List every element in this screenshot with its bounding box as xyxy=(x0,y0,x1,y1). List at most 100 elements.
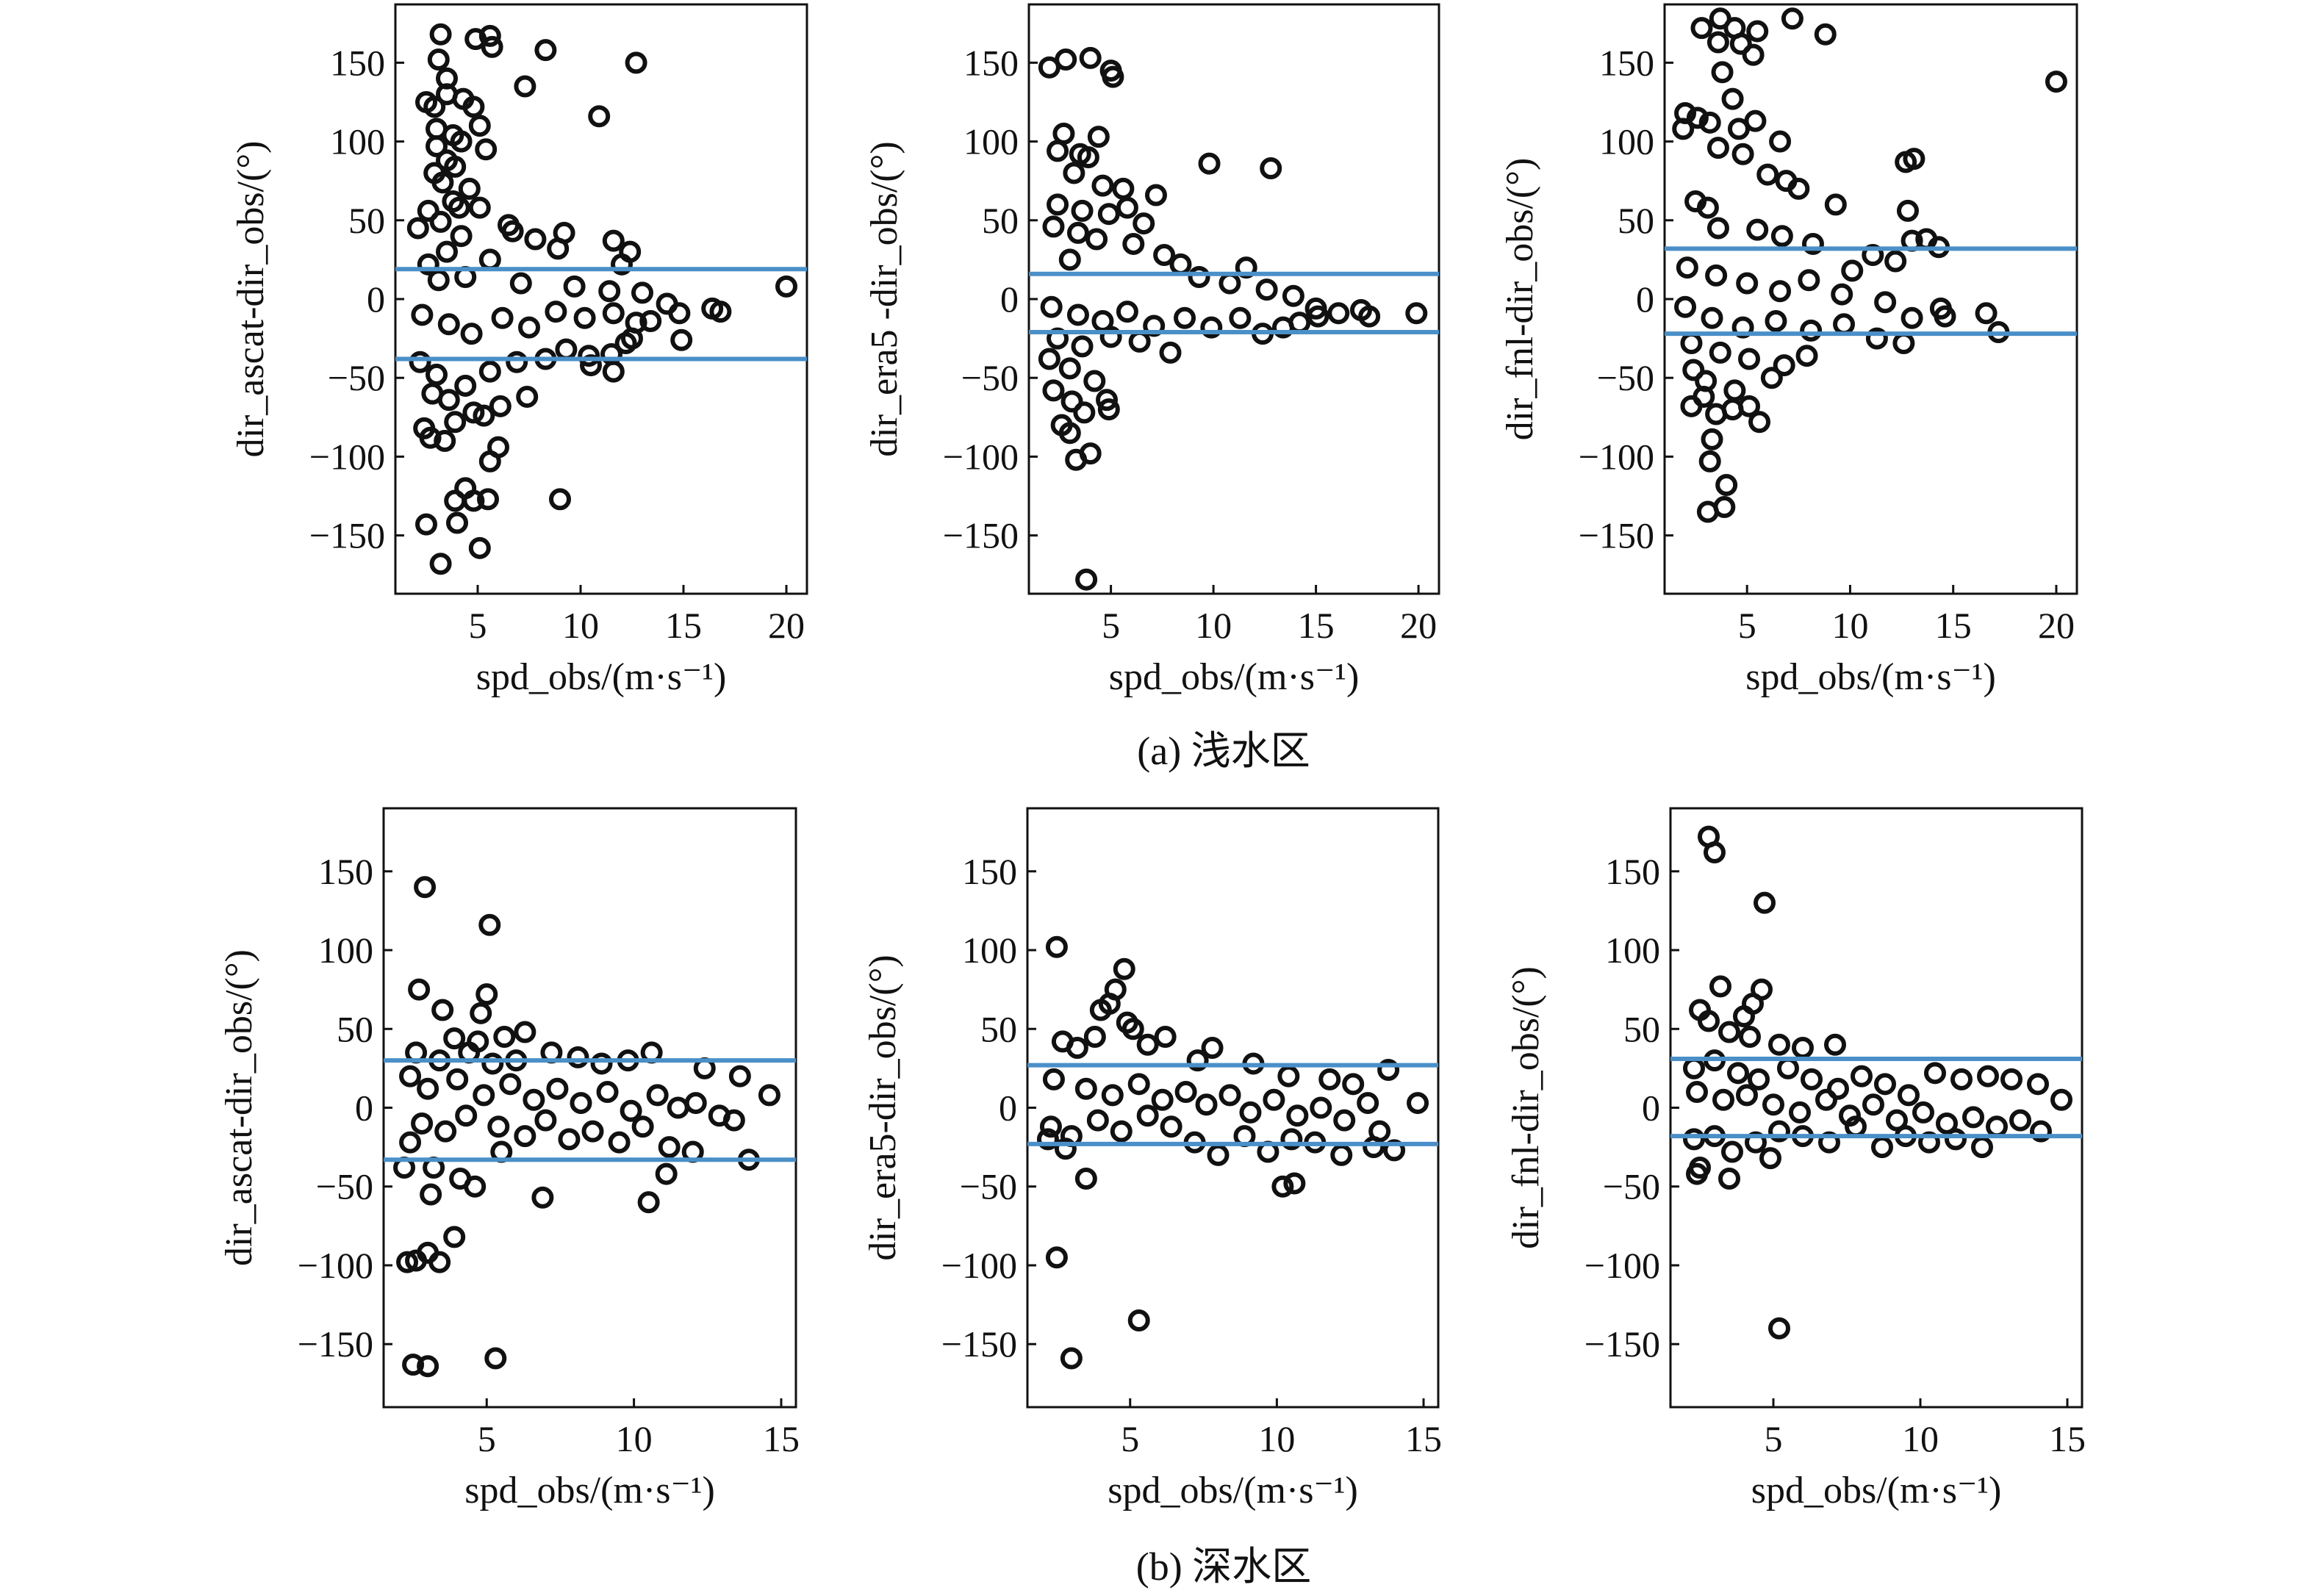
data-point xyxy=(1874,1073,1896,1096)
data-point xyxy=(1721,87,1744,110)
x-tick-label: 20 xyxy=(2038,605,2075,646)
data-point xyxy=(1101,1084,1124,1107)
data-point xyxy=(1042,379,1065,402)
data-point xyxy=(558,1128,581,1151)
data-point xyxy=(1136,1104,1159,1127)
data-point xyxy=(1698,111,1721,134)
data-point xyxy=(1769,280,1792,303)
data-point xyxy=(1701,428,1723,450)
data-point xyxy=(1060,1347,1083,1370)
data-point xyxy=(1282,284,1304,307)
data-point xyxy=(446,1068,469,1090)
data-point xyxy=(444,411,467,434)
data-point xyxy=(581,1120,604,1143)
data-point xyxy=(1862,1093,1884,1116)
data-point xyxy=(470,1002,492,1024)
data-point xyxy=(444,155,467,178)
data-point xyxy=(1903,148,1925,170)
data-point xyxy=(1770,225,1793,248)
data-point xyxy=(1912,1101,1934,1124)
y-axis-label: dir_era5 -dir_obs/(°) xyxy=(864,141,905,456)
data-point xyxy=(1682,359,1705,381)
data-point xyxy=(1083,370,1106,392)
y-tick-label: 150 xyxy=(330,42,385,83)
data-point xyxy=(414,876,437,899)
data-point xyxy=(1260,157,1282,180)
data-point xyxy=(1330,1143,1353,1166)
data-point xyxy=(573,306,596,329)
y-tick-label: 0 xyxy=(999,1088,1017,1129)
x-tick-label: 15 xyxy=(763,1418,800,1459)
data-point xyxy=(1762,1093,1784,1116)
data-point xyxy=(1815,1088,1837,1111)
data-point xyxy=(514,1021,536,1043)
y-tick-label: −50 xyxy=(961,357,1019,398)
data-point xyxy=(1277,1065,1300,1088)
data-point xyxy=(1097,203,1120,226)
data-point xyxy=(1936,1112,1958,1135)
x-tick-label: 20 xyxy=(1400,605,1437,646)
x-axis-label: spd_obs/(m·s⁻¹) xyxy=(464,1470,715,1511)
data-point xyxy=(1407,1092,1429,1115)
data-point xyxy=(1074,1168,1097,1190)
data-point xyxy=(1307,305,1329,328)
data-point xyxy=(1083,1025,1106,1048)
y-tick-label: 150 xyxy=(962,851,1017,892)
data-point xyxy=(546,1077,569,1100)
data-point xyxy=(1686,107,1709,129)
data-point xyxy=(1174,306,1196,329)
data-point xyxy=(1801,1068,1823,1090)
data-point xyxy=(473,404,495,427)
panel-fnl-deep: 150 100 50 0 −50 −100 −150 5 10 15 spd_obs/(m·s⁻¹)… xyxy=(1505,807,2086,1511)
data-point xyxy=(1733,1005,1755,1028)
data-point xyxy=(1154,1025,1177,1048)
data-point xyxy=(1971,1136,1993,1159)
data-point xyxy=(1280,1128,1303,1151)
data-point xyxy=(1698,1010,1720,1032)
data-point xyxy=(1768,1120,1790,1143)
data-point xyxy=(1746,20,1769,43)
data-point xyxy=(514,75,536,98)
x-tick-label: 5 xyxy=(478,1418,496,1459)
data-point xyxy=(2050,1088,2072,1111)
panel-ascat-shallow: 150 100 50 0 −50 −100 −150 5 10 15 20 spd_obs/(m·s⁻… xyxy=(230,3,808,698)
data-point xyxy=(1754,891,1776,914)
y-tick-label: −150 xyxy=(298,1323,373,1365)
data-point xyxy=(1058,422,1081,445)
data-point xyxy=(2027,1073,2049,1096)
data-point xyxy=(534,39,557,62)
data-point xyxy=(614,332,637,355)
data-point xyxy=(1884,250,1907,273)
data-point xyxy=(547,237,570,260)
data-point xyxy=(1711,61,1734,84)
data-point xyxy=(1696,196,1719,219)
data-point xyxy=(454,374,477,397)
data-point xyxy=(1736,272,1759,295)
data-point xyxy=(428,1251,451,1273)
y-tick-label: 50 xyxy=(337,1008,373,1049)
data-point xyxy=(491,306,514,329)
y-tick-label: 100 xyxy=(1605,930,1660,971)
data-point xyxy=(399,1065,422,1088)
x-tick-label: 10 xyxy=(1831,605,1868,646)
data-point xyxy=(1136,1033,1159,1056)
data-point xyxy=(523,1088,545,1111)
y-tick-label: −150 xyxy=(1584,1323,1660,1365)
data-point xyxy=(631,281,653,304)
x-tick-label: 15 xyxy=(2049,1418,2086,1459)
x-axis-label: spd_obs/(m·s⁻¹) xyxy=(1108,1470,1358,1511)
data-point xyxy=(1718,1021,1740,1043)
data-point xyxy=(1097,398,1120,421)
data-point xyxy=(501,220,524,242)
data-point xyxy=(2045,71,2067,93)
x-tick-label: 5 xyxy=(1102,605,1120,646)
x-tick-label: 15 xyxy=(1298,605,1335,646)
data-point xyxy=(1160,1115,1182,1138)
data-point xyxy=(1047,327,1069,350)
data-point xyxy=(1116,301,1138,323)
data-point xyxy=(1676,256,1698,279)
data-point xyxy=(1975,302,1998,325)
scatter-series xyxy=(406,23,797,575)
data-point xyxy=(1079,46,1102,69)
